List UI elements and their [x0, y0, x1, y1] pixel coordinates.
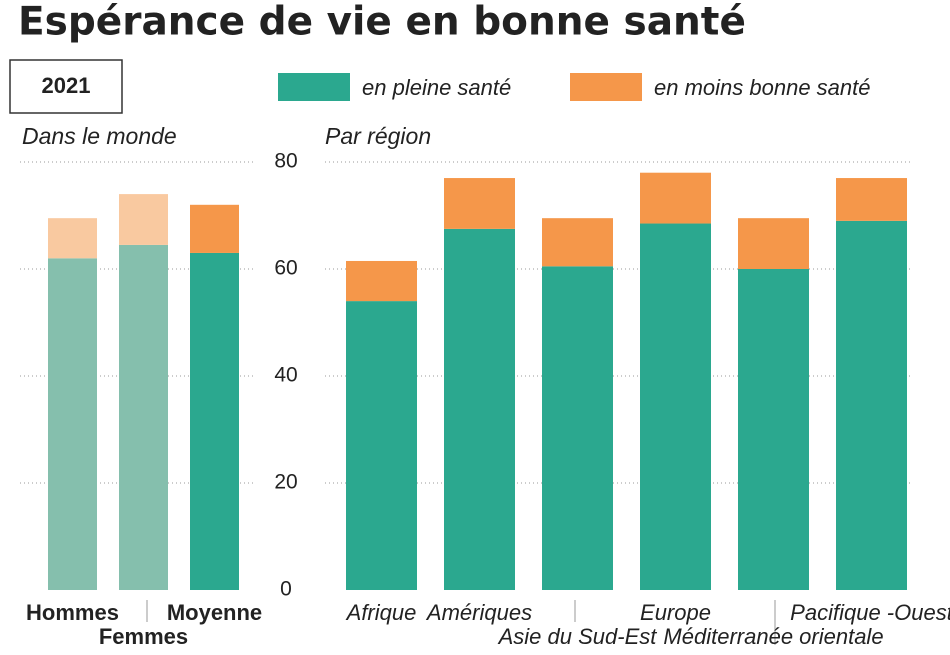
page-title: Espérance de vie en bonne santé	[18, 0, 746, 45]
y-tick-label: 60	[274, 257, 297, 280]
bar-segment	[190, 204, 239, 253]
bar-segment	[119, 244, 168, 591]
badge-box	[9, 59, 123, 114]
badge: 2021	[42, 73, 91, 98]
bar-segment	[190, 252, 239, 590]
bar-segment	[542, 218, 613, 267]
bar-segment	[836, 220, 907, 590]
bar-segment	[346, 301, 417, 590]
bar-segment	[836, 178, 907, 221]
bar-segment	[48, 258, 97, 590]
bar-segment	[48, 218, 97, 259]
x-tick-label: Afrique	[345, 600, 417, 625]
bar-segment	[640, 223, 711, 590]
x-tick-label: Amériques	[425, 600, 532, 625]
y-tick-label: 0	[280, 578, 292, 601]
bar-segment	[640, 172, 711, 224]
bar-segment	[444, 228, 515, 590]
panel-title: Par région	[325, 123, 431, 149]
bar-segment	[444, 178, 515, 229]
legend-label: en pleine santé	[362, 75, 511, 100]
bar-segment	[542, 266, 613, 590]
x-tick-label: Asie du Sud-Est	[497, 624, 658, 649]
x-tick-label: Méditerranée orientale	[663, 624, 883, 649]
x-tick-label: Hommes	[26, 600, 119, 625]
x-tick-label: Femmes	[99, 624, 188, 649]
bar-segment	[738, 269, 809, 590]
bar-segment	[346, 260, 417, 302]
y-tick-label: 20	[274, 471, 297, 494]
x-tick-label: Europe	[640, 600, 711, 625]
bar-segment	[119, 194, 168, 245]
bar-segment	[738, 218, 809, 269]
y-tick-label: 40	[274, 364, 297, 387]
x-tick-label: Pacifique -Ouest	[790, 600, 950, 625]
legend-swatch	[570, 73, 642, 101]
x-tick-label: Moyenne	[167, 600, 262, 625]
legend-label: en moins bonne santé	[654, 75, 871, 100]
panel-title: Dans le monde	[22, 123, 177, 149]
y-tick-label: 80	[274, 150, 297, 173]
legend-swatch	[278, 73, 350, 101]
